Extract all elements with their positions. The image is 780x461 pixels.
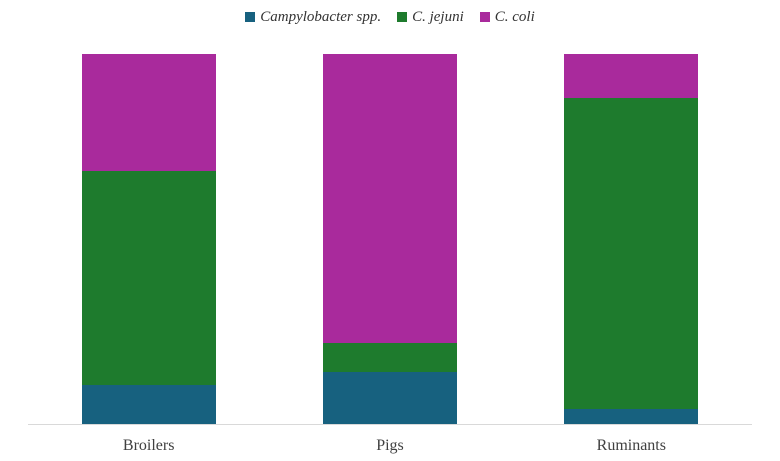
stacked-bar: [564, 54, 699, 424]
legend-swatch: [479, 12, 490, 22]
bar-segment: [564, 409, 699, 424]
bar-column: [28, 54, 269, 424]
bar-column: [511, 54, 752, 424]
plot-area: [28, 54, 752, 425]
x-axis-labels: Broilers Pigs Ruminants: [28, 437, 752, 455]
bar-segment: [564, 98, 699, 410]
legend-label: C. coli: [494, 8, 535, 25]
legend-item: C. jejuni: [397, 9, 464, 26]
legend-item: Campylobacter spp.: [245, 9, 381, 26]
bar-segment: [81, 385, 216, 424]
category-label: Pigs: [376, 437, 404, 454]
bar-segment: [322, 54, 457, 343]
chart-legend: Campylobacter spp. C. jejuni C. coli: [0, 6, 780, 28]
bar-segment: [81, 54, 216, 171]
stacked-bar: [322, 54, 457, 424]
legend-label: Campylobacter spp.: [260, 8, 382, 25]
stacked-bar: [81, 54, 216, 424]
bar-segment: [322, 342, 457, 373]
legend-label: C. jejuni: [412, 8, 464, 25]
category-label: Ruminants: [596, 437, 666, 454]
bar-column: [269, 54, 510, 424]
bar-segment: [322, 372, 457, 424]
legend-swatch: [397, 12, 408, 22]
category-label: Broilers: [122, 437, 175, 454]
legend-swatch: [245, 12, 256, 22]
legend-item: C. coli: [479, 8, 535, 26]
bar-segment: [564, 54, 699, 99]
bar-segment: [81, 170, 216, 386]
